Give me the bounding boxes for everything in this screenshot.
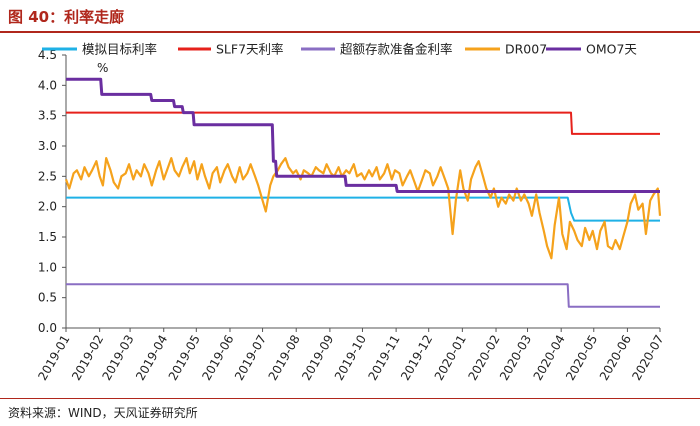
source-note: 资料来源：WIND，天风证券研究所 [8,406,198,420]
y-tick-label: 2.5 [38,169,57,183]
x-tick-label: 2019-11 [366,333,403,383]
legend-label-policy_target: 模拟目标利率 [82,42,157,57]
x-tick-label: 2020-07 [629,333,666,383]
x-tick-label: 2019-05 [166,333,203,383]
legend-label-dr007: DR007 [505,42,547,57]
y-tick-label: 1.5 [38,230,57,244]
legend-label-slf7: SLF7天利率 [216,42,284,57]
y-tick-label: 4.0 [38,78,57,92]
series-line-policy_target [66,196,660,222]
x-tick-label: 2019-08 [266,333,303,383]
figure-title: 图 40：利率走廊 [8,8,125,26]
y-tick-label: 1.0 [38,260,57,274]
report-header: 图 40：利率走廊 [0,0,700,33]
interest-rate-corridor-chart: 0.0 0.5 1.0 1.5 2.0 2.5 3.0 3.5 4.0 4.5% 2019-01 20… [35,42,666,383]
x-tick-label: 2020-03 [497,333,534,383]
x-tick-label: 2019-09 [299,333,336,383]
y-tick-label: 2.0 [38,200,57,214]
x-tick-label: 2020-06 [597,333,634,383]
y-tick-label: 0.0 [38,321,57,335]
x-tick-label: 2020-04 [531,333,568,383]
header-divider [0,31,700,33]
series-line-excess_reserve [66,283,660,308]
y-tick-label: 3.0 [38,139,57,153]
x-tick-label: 2019-07 [232,333,269,383]
y-tick-label: 0.5 [38,291,57,305]
x-tick-label: 2019-12 [398,333,435,383]
x-tick-label: 2019-06 [199,333,236,383]
y-tick-label: 3.5 [38,109,57,123]
legend-label-excess_reserve: 超额存款准备金利率 [340,42,453,57]
x-tick-label: 2019-01 [35,333,72,383]
x-tick-label: 2019-04 [133,333,170,383]
y-unit-label: % [97,61,108,75]
x-tick-label: 2019-10 [332,333,369,383]
y-tick-label: 4.5 [38,48,57,62]
legend-label-omo7: OMO7天 [586,42,637,57]
series-line-slf7 [66,111,660,135]
x-tick-label: 2020-05 [563,333,600,383]
series-line-omo7 [66,77,660,193]
footer-divider [0,398,700,399]
series-line-dr007 [64,157,662,260]
x-tick-label: 2020-01 [432,332,469,382]
